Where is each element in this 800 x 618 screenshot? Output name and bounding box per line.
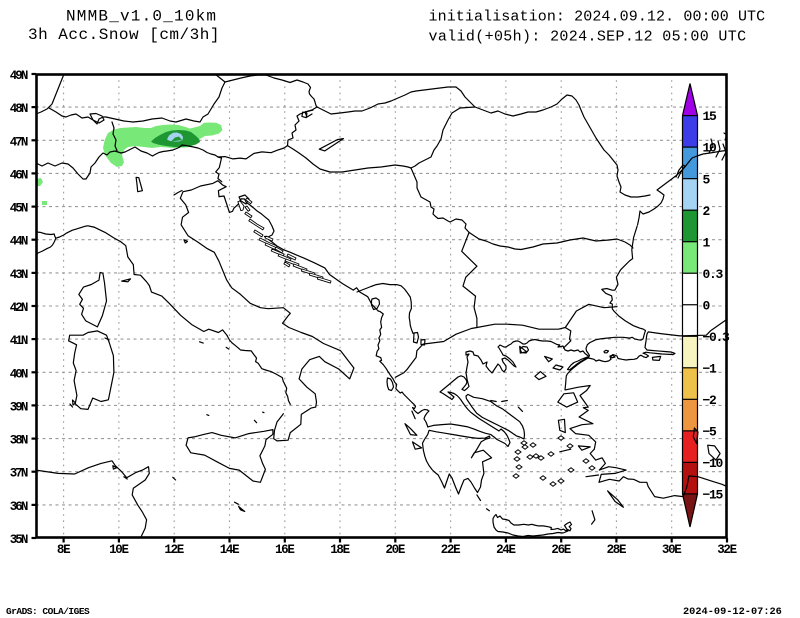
svg-text:47N: 47N xyxy=(10,135,28,149)
svg-text:18E: 18E xyxy=(330,543,349,557)
svg-text:0: 0 xyxy=(703,298,711,313)
svg-text:39N: 39N xyxy=(10,400,28,414)
svg-text:45N: 45N xyxy=(10,202,28,216)
svg-text:initialisation: 2024.09.12. 0: initialisation: 2024.09.12. 00:00 UTC xyxy=(429,9,766,26)
svg-text:10E: 10E xyxy=(109,543,128,557)
svg-text:30E: 30E xyxy=(662,543,681,557)
svg-text:14E: 14E xyxy=(220,543,239,557)
svg-text:36N: 36N xyxy=(10,500,28,514)
svg-text:−15: −15 xyxy=(703,488,724,503)
svg-text:42N: 42N xyxy=(10,301,28,315)
svg-text:−5: −5 xyxy=(703,424,718,439)
svg-text:−0.3: −0.3 xyxy=(703,330,731,345)
svg-text:46N: 46N xyxy=(10,168,28,182)
svg-text:49N: 49N xyxy=(10,69,28,83)
svg-text:22E: 22E xyxy=(441,543,460,557)
svg-text:2024-09-12-07:26: 2024-09-12-07:26 xyxy=(683,606,782,618)
svg-text:12E: 12E xyxy=(164,543,183,557)
svg-text:24E: 24E xyxy=(496,543,515,557)
svg-text:GrADS: COLA/IGES: GrADS: COLA/IGES xyxy=(6,606,90,617)
svg-text:48N: 48N xyxy=(10,102,28,116)
svg-text:28E: 28E xyxy=(607,543,626,557)
svg-text:2: 2 xyxy=(703,204,711,219)
svg-text:1: 1 xyxy=(703,235,711,250)
svg-text:26E: 26E xyxy=(551,543,570,557)
svg-text:32E: 32E xyxy=(717,543,736,557)
svg-text:0.3: 0.3 xyxy=(703,267,724,282)
svg-text:20E: 20E xyxy=(385,543,404,557)
svg-text:−2: −2 xyxy=(703,393,718,408)
svg-text:NMMB_v1.0_10km: NMMB_v1.0_10km xyxy=(66,8,217,26)
svg-text:38N: 38N xyxy=(10,434,28,448)
svg-text:valid(+05h): 2024.SEP.12 05:00: valid(+05h): 2024.SEP.12 05:00 UTC xyxy=(429,29,747,46)
svg-text:35N: 35N xyxy=(10,533,28,547)
svg-text:41N: 41N xyxy=(10,334,28,348)
svg-text:37N: 37N xyxy=(10,467,28,481)
svg-text:44N: 44N xyxy=(10,235,28,249)
svg-text:3h Acc.Snow [cm/3h]: 3h Acc.Snow [cm/3h] xyxy=(28,26,220,44)
svg-text:43N: 43N xyxy=(10,268,28,282)
svg-text:16E: 16E xyxy=(275,543,294,557)
svg-text:8E: 8E xyxy=(57,543,70,557)
svg-text:−10: −10 xyxy=(703,456,724,471)
svg-text:40N: 40N xyxy=(10,367,28,381)
svg-text:15: 15 xyxy=(703,109,718,124)
svg-text:5: 5 xyxy=(703,172,711,187)
svg-text:−1: −1 xyxy=(703,361,718,376)
